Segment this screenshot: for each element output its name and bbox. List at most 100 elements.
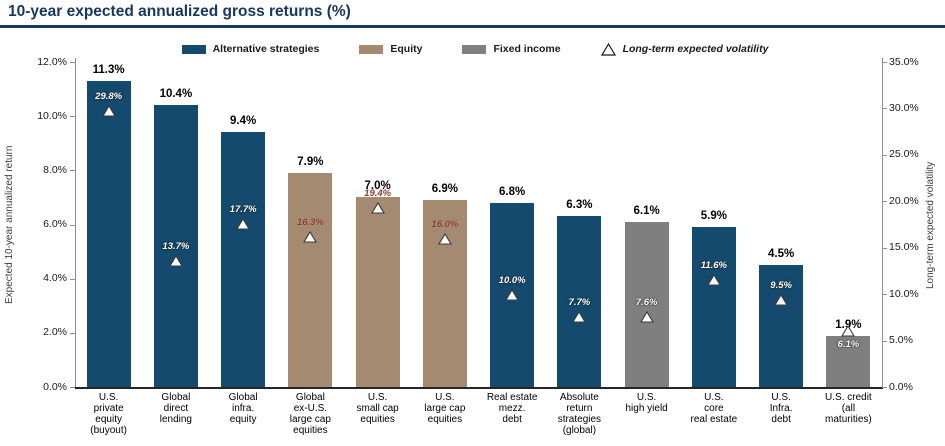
right-tick-mark [882, 154, 887, 156]
category-label-real-estate-mezz-debt: Real estate mezz. debt [478, 392, 546, 425]
bar-u-s-credit-all-maturities [826, 335, 871, 387]
left-axis-line [75, 58, 76, 388]
category-label-line: debt [771, 414, 791, 425]
category-label-line: debt [502, 414, 522, 425]
category-label-line: lending [159, 414, 192, 425]
category-label-line: large cap [289, 414, 331, 425]
volatility-label-u-s-credit-all-maturities: 6.1% [837, 339, 860, 351]
category-label-line: Infra. [769, 403, 793, 414]
category-label-line: Real estate [486, 392, 538, 403]
category-label-line: U.S. [771, 392, 791, 403]
category-label-line: high yield [625, 403, 668, 414]
bar-u-s-private-equity-buyout [86, 80, 131, 387]
left-tick-mark [70, 62, 75, 63]
legend-swatch-alternative [181, 44, 206, 54]
bar-u-s-high-yield [624, 221, 669, 387]
legend-label: Fixed income [493, 43, 561, 55]
x-axis-baseline [75, 387, 883, 389]
category-label-line: (global) [562, 425, 597, 436]
volatility-label-absolute-return-strategies-global: 7.7% [568, 296, 591, 308]
bar-value-label-global-direct-lending: 10.4% [159, 88, 193, 101]
right-axis-line [882, 58, 883, 388]
category-label-global-direct-lending: Global direct lending [142, 392, 210, 425]
right-tick-mark [882, 340, 887, 342]
category-label-line: U.S. credit [825, 392, 872, 403]
page-title: 10-year expected annualized gross return… [8, 3, 351, 20]
category-label-line: equities [427, 414, 463, 425]
volatility-marker-global-infra-equity [236, 217, 251, 230]
volatility-label-u-s-large-cap-equities: 16.0% [431, 219, 459, 231]
volatility-marker-u-s-high-yield [639, 310, 654, 323]
category-label-line: mezz. [498, 403, 526, 414]
volatility-marker-global-direct-lending [168, 254, 183, 267]
triangle-up-icon [600, 42, 616, 56]
legend: Alternative strategies Equity Fixed inco… [70, 41, 880, 57]
bar-value-label-u-s-small-cap-equities: 7.0% [364, 180, 391, 193]
left-tick-label: 12.0% [37, 55, 67, 68]
bar-value-label-global-ex-u-s-large-cap-equities: 7.9% [297, 156, 324, 169]
volatility-label-global-infra-equity: 17.7% [229, 203, 257, 215]
right-tick-mark [882, 294, 887, 296]
category-label-line: equity [95, 414, 122, 425]
category-label-global-ex-u-s-large-cap-equities: Global ex-U.S. large cap equities [276, 392, 344, 436]
right-tick-label: 35.0% [889, 55, 919, 68]
volatility-marker-absolute-return-strategies-global [572, 310, 587, 323]
category-label-u-s-credit-all-maturities: U.S. credit (all maturities) [814, 392, 882, 425]
volatility-marker-real-estate-mezz-debt [505, 288, 520, 301]
left-tick-label: 0.0% [43, 380, 67, 393]
left-tick-mark [70, 278, 75, 280]
bar-value-label-global-infra-equity: 9.4% [230, 115, 257, 128]
category-label-line: U.S. [367, 392, 388, 403]
left-tick-label: 4.0% [43, 272, 67, 285]
volatility-label-global-ex-u-s-large-cap-equities: 16.3% [296, 216, 324, 228]
right-tick-label: 25.0% [889, 148, 919, 161]
volatility-marker-u-s-small-cap-equities [370, 201, 385, 214]
legend-item-equity: Equity [359, 43, 422, 55]
bar-global-direct-lending [153, 105, 198, 387]
category-label-u-s-large-cap-equities: U.S. large cap equities [411, 392, 479, 425]
bar-value-label-real-estate-mezz-debt: 6.8% [499, 185, 526, 198]
category-label-global-infra-equity: Global infra. equity [209, 392, 277, 425]
bar-value-label-u-s-large-cap-equities: 6.9% [431, 183, 458, 196]
bar-value-label-u-s-credit-all-maturities: 1.9% [835, 318, 862, 331]
volatility-label-real-estate-mezz-debt: 10.0% [498, 275, 526, 287]
category-label-u-s-high-yield: U.S. high yield [613, 392, 681, 414]
category-label-line: Global [161, 392, 191, 403]
right-tick-label: 20.0% [889, 194, 919, 207]
volatility-marker-u-s-private-equity-buyout [101, 104, 116, 117]
category-label-line: direct [163, 403, 189, 414]
volatility-marker-u-s-infra-debt [774, 293, 789, 306]
left-tick-mark [70, 387, 75, 388]
category-label-line: large cap [424, 403, 466, 414]
category-label-line: (all [841, 403, 856, 414]
bar-u-s-large-cap-equities [422, 200, 467, 387]
category-label-line: strategies [557, 414, 602, 425]
right-tick-label: 5.0% [889, 334, 913, 347]
category-label-line: (buyout) [90, 425, 127, 436]
bar-u-s-core-real-estate [691, 227, 736, 387]
bar-absolute-return-strategies-global [557, 216, 602, 387]
category-label-line: U.S. [704, 392, 724, 403]
category-label-line: ex-U.S. [293, 403, 328, 414]
category-label-line: core [704, 403, 724, 414]
category-label-line: Global [295, 392, 325, 403]
category-label-line: U.S. [98, 392, 119, 403]
legend-item-alternative-strategies: Alternative strategies [181, 43, 319, 55]
legend-label: Equity [390, 43, 423, 55]
category-label-line: return [566, 403, 593, 414]
category-label-line: private [93, 403, 124, 414]
volatility-label-u-s-core-real-estate: 11.6% [700, 260, 727, 272]
legend-item-volatility: Long-term expected volatility [600, 42, 768, 56]
volatility-label-u-s-high-yield: 7.6% [635, 297, 658, 309]
right-tick-mark [882, 201, 887, 203]
legend-swatch-fixed-income [462, 44, 487, 54]
bar-value-label-u-s-private-equity-buyout: 11.3% [92, 63, 125, 76]
category-label-line: U.S. [435, 392, 455, 403]
volatility-label-u-s-infra-debt: 9.5% [770, 279, 792, 291]
category-label-line: U.S. [636, 392, 657, 403]
left-tick-mark [70, 224, 75, 226]
bar-global-infra-equity [221, 132, 266, 387]
volatility-marker-global-ex-u-s-large-cap-equities [303, 230, 318, 243]
right-tick-label: 15.0% [889, 241, 919, 254]
